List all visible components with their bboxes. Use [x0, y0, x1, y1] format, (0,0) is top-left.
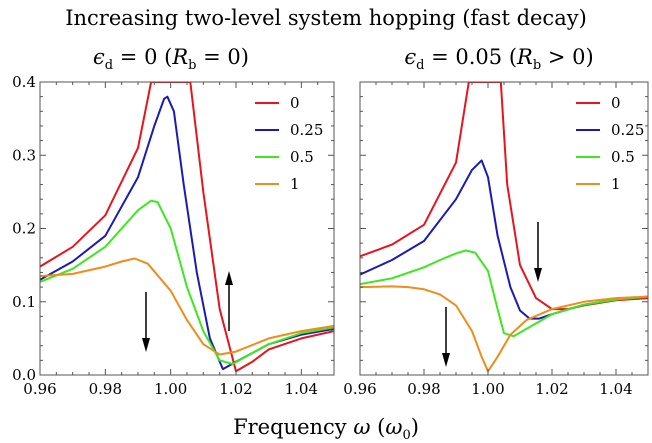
x-axis-label: Frequency ω (ω0) — [233, 415, 419, 443]
series-line-0 — [40, 82, 334, 373]
y-tick-label: 0.4 — [12, 73, 36, 91]
x-tick-label: 1.02 — [535, 380, 568, 398]
series-line-1 — [360, 285, 648, 373]
x-tick-label: 1.00 — [154, 380, 187, 398]
y-tick-label: 0.0 — [12, 366, 36, 384]
arrow-up-panel-1 — [225, 271, 233, 331]
legend-label-0: 0 — [290, 94, 300, 112]
y-tick-label: 0.1 — [12, 293, 36, 311]
figure-title: Increasing two-level system hopping (fas… — [65, 6, 587, 30]
legend-label-0.25: 0.25 — [290, 121, 323, 139]
x-tick-label: 1.02 — [219, 380, 252, 398]
panel-1-title: ϵd = 0 (Rb = 0) — [93, 45, 249, 73]
panel-2-title: ϵd = 0.05 (Rb > 0) — [404, 45, 593, 73]
x-tick-label: 1.04 — [599, 380, 632, 398]
legend-label-1: 1 — [611, 175, 621, 193]
legend-label-0.25: 0.25 — [611, 121, 644, 139]
arrow-down-panel-2b — [442, 307, 450, 367]
legend-label-0: 0 — [611, 94, 621, 112]
x-tick-label: 0.96 — [343, 380, 376, 398]
panel-2: 0.96 0.98 1.00 1.02 1.04 0 0.25 0.5 1 — [343, 81, 649, 398]
series-line-1 — [40, 257, 334, 356]
legend-label-0.5: 0.5 — [290, 148, 314, 166]
y-tick-label: 0.2 — [12, 220, 36, 238]
x-tick-label: 1.04 — [285, 380, 318, 398]
legend-label-1: 1 — [290, 175, 300, 193]
x-tick-label: 0.98 — [89, 380, 122, 398]
panel-1: 0.96 0.98 1.00 1.02 1.04 0.0 0.1 0.2 0.3 0.4 0 0.25… — [12, 73, 335, 398]
x-tick-label: 0.98 — [407, 380, 440, 398]
x-tick-label: 0.96 — [23, 380, 56, 398]
series-line-0.5 — [360, 249, 648, 338]
series-line-0.25 — [360, 159, 648, 320]
arrow-down-panel-1 — [142, 292, 150, 352]
y-tick-label: 0.3 — [12, 146, 36, 164]
series-line-0.5 — [40, 199, 334, 365]
x-tick-label: 1.00 — [471, 380, 504, 398]
legend-label-0.5: 0.5 — [611, 148, 635, 166]
arrow-down-panel-2a — [534, 222, 542, 282]
